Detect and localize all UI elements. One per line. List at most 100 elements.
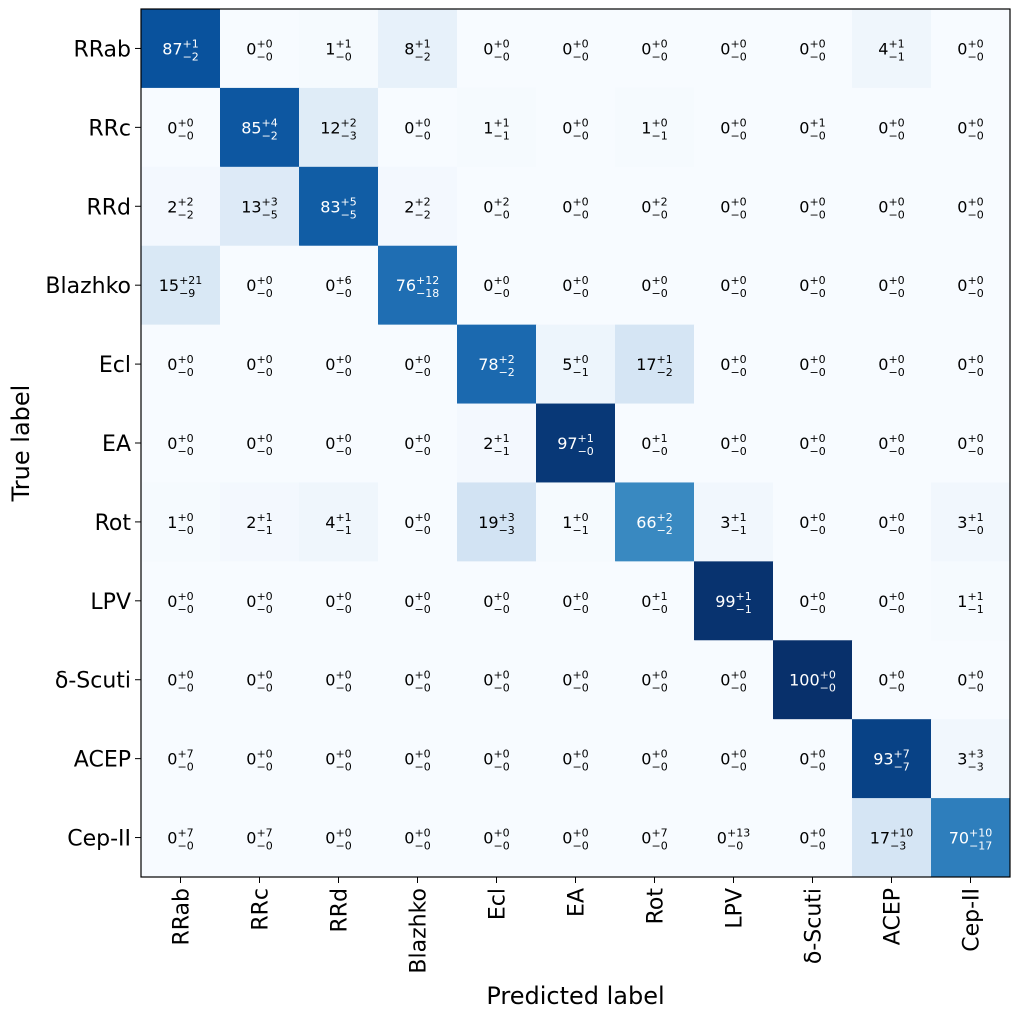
- cell-value: 1: [483, 118, 493, 137]
- cell-value-label: 0+0 −0: [799, 274, 825, 300]
- cell-lower-error: −0: [809, 50, 825, 63]
- cell-value: 0: [246, 671, 256, 690]
- heatmap-cell: [773, 561, 853, 641]
- cell-value: 99: [715, 592, 735, 611]
- cell-value-label: 0+0 −0: [483, 590, 509, 616]
- heatmap-cell: [615, 324, 695, 405]
- cell-value-label: 1+0 −1: [641, 116, 667, 142]
- cell-lower-error: −0: [256, 682, 272, 695]
- cell-value: 2: [246, 513, 256, 532]
- cell-value-label: 0+0 −0: [799, 748, 825, 774]
- cell-upper-error: +1: [335, 511, 351, 524]
- cell-value-label: 0+2 −0: [483, 195, 509, 221]
- cell-lower-error: −2: [414, 208, 430, 221]
- cell-value: 0: [562, 671, 572, 690]
- cell-upper-error: +13: [727, 827, 750, 840]
- cell-value: 100: [789, 671, 820, 690]
- heatmap-cell: [141, 719, 221, 799]
- heatmap-cell: [536, 166, 616, 247]
- cell-lower-error: −0: [414, 840, 430, 853]
- cell-upper-error: +3: [967, 748, 983, 761]
- cell-value-label: 0+0 −0: [562, 37, 588, 63]
- y-axis-title: True label: [7, 385, 35, 503]
- cell-value: 0: [483, 39, 493, 58]
- cell-value-label: 0+0 −0: [167, 116, 193, 142]
- cell-lower-error: −0: [256, 761, 272, 774]
- cell-lower-error: −0: [493, 287, 509, 300]
- cell-lower-error: −2: [177, 208, 193, 221]
- cell-lower-error: −0: [414, 524, 430, 537]
- heatmap-cell: [299, 324, 379, 405]
- cell-upper-error: +0: [177, 669, 193, 682]
- heatmap-cell: [852, 87, 932, 168]
- heatmap-cell: [299, 403, 379, 483]
- cell-upper-error: +0: [572, 590, 588, 603]
- cell-value: 0: [799, 276, 809, 295]
- heatmap-cell: [457, 166, 537, 247]
- heatmap-cell: [852, 482, 932, 562]
- heatmap-cell: [457, 719, 537, 799]
- heatmap-cell: [615, 87, 695, 168]
- heatmap-cell: [141, 482, 221, 562]
- y-axis-ticks: RRab RRc RRd Blazhko Ecl EA Rot LPV δ-Scuti ACEP C…: [45, 37, 141, 852]
- cell-upper-error: +1: [493, 432, 509, 445]
- cell-value-label: 0+0 −0: [720, 353, 746, 379]
- cell-value: 0: [641, 434, 651, 453]
- cell-value: 0: [404, 118, 414, 137]
- cell-upper-error: +0: [177, 116, 193, 129]
- cell-value: 0: [167, 671, 177, 690]
- cell-lower-error: −0: [888, 603, 904, 616]
- cell-value: 0: [720, 355, 730, 374]
- cell-upper-error: +7: [894, 748, 910, 761]
- heatmap-cell: [378, 324, 458, 405]
- heatmap-cell: [694, 245, 774, 326]
- heatmap-cell: [694, 403, 774, 483]
- heatmap-cell: [536, 798, 616, 878]
- heatmap-cell: [299, 166, 379, 247]
- cell-value: 0: [799, 434, 809, 453]
- x-tick-label: RRd: [328, 888, 353, 933]
- heatmap-cell: [220, 719, 300, 799]
- heatmap-cell: [220, 324, 300, 405]
- cell-lower-error: −0: [335, 50, 351, 63]
- x-tick-label: ACEP: [881, 888, 906, 945]
- heatmap-cell: [378, 166, 458, 247]
- cell-lower-error: −2: [657, 524, 673, 537]
- cell-lower-error: −0: [414, 129, 430, 142]
- cell-lower-error: −0: [177, 840, 193, 853]
- heatmap-cell: [694, 87, 774, 168]
- cell-upper-error: +3: [262, 195, 278, 208]
- heatmap-cell: [457, 482, 537, 562]
- heatmap-cell: [536, 324, 616, 405]
- heatmap-cell: [457, 403, 537, 483]
- cell-upper-error: +0: [730, 274, 746, 287]
- heatmap-cell: [220, 561, 300, 641]
- cell-value-label: 17+10 −3: [870, 827, 914, 853]
- cell-value: 0: [325, 434, 335, 453]
- cell-upper-error: +4: [262, 116, 278, 129]
- heatmap-cell: [615, 482, 695, 562]
- cell-upper-error: +0: [730, 353, 746, 366]
- cell-lower-error: −0: [730, 50, 746, 63]
- cell-lower-error: −5: [341, 208, 357, 221]
- cell-upper-error: +0: [572, 827, 588, 840]
- cell-value: 3: [720, 513, 730, 532]
- cell-upper-error: +0: [809, 274, 825, 287]
- cell-value: 0: [641, 829, 651, 848]
- cell-value: 1: [325, 39, 335, 58]
- cell-value: 0: [641, 197, 651, 216]
- cell-lower-error: −0: [651, 682, 667, 695]
- cell-lower-error: −0: [256, 840, 272, 853]
- cell-lower-error: −0: [888, 287, 904, 300]
- cell-upper-error: +0: [888, 116, 904, 129]
- cell-upper-error: +0: [493, 827, 509, 840]
- cell-value-label: 0+0 −0: [799, 590, 825, 616]
- cell-value: 0: [404, 355, 414, 374]
- cell-upper-error: +0: [967, 37, 983, 50]
- cell-value-label: 15+21 −9: [159, 274, 203, 300]
- cell-upper-error: +0: [809, 827, 825, 840]
- cell-value: 0: [878, 355, 888, 374]
- cell-lower-error: −0: [493, 603, 509, 616]
- cell-upper-error: +0: [651, 748, 667, 761]
- cell-value-label: 0+1 −0: [799, 116, 825, 142]
